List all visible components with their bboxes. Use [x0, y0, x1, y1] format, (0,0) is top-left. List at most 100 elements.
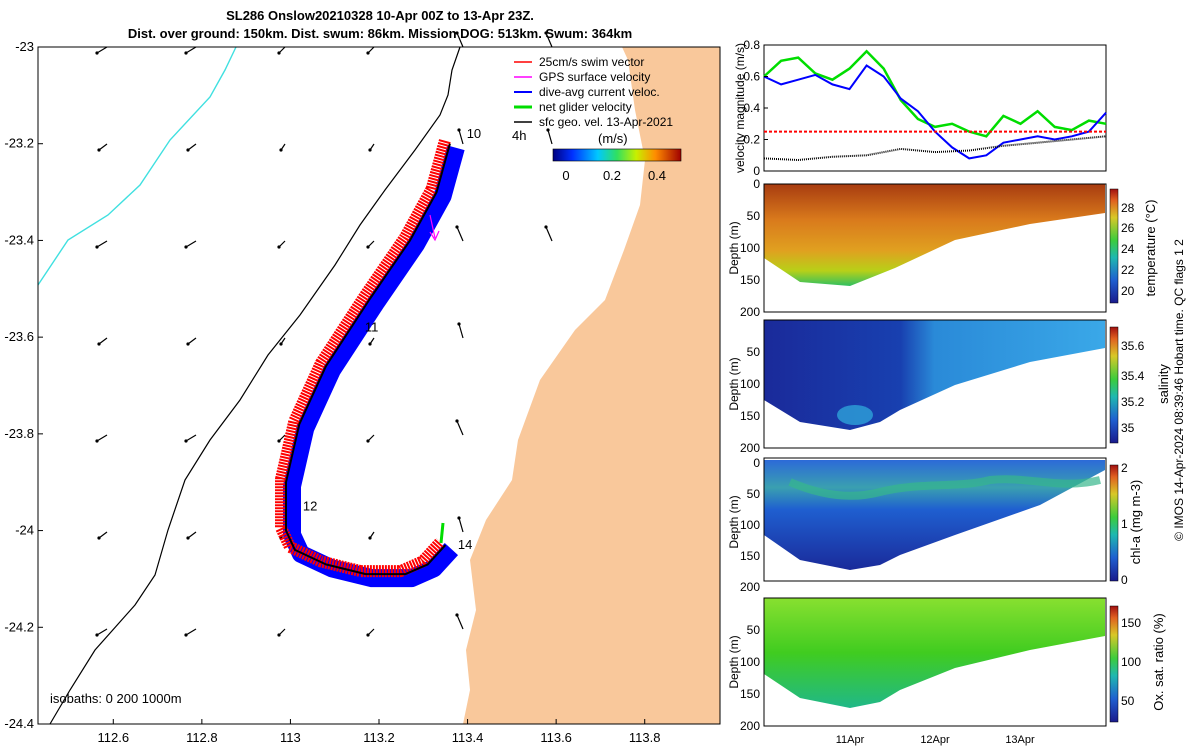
surface-velocity-arrow: [187, 337, 197, 345]
surface-velocity-arrow: [98, 143, 108, 151]
velocity-y-ticks: 0 0.2 0.4 0.6 0.8: [743, 38, 768, 178]
chlorophyll-y-tick-50: 50: [747, 487, 761, 501]
temperature-axes-frame: [763, 183, 1107, 313]
oxygen-y-tick-50: 50: [747, 623, 761, 637]
salinity-y-tick-150: 150: [740, 409, 760, 423]
salinity-cb-tick-35-6: 35.6: [1121, 339, 1145, 353]
salinity-section-fill: [764, 320, 1105, 430]
velocity-series-net-glider-velocity: [763, 49, 1107, 138]
map-x-tick-label: 113.8: [629, 730, 661, 745]
oxygen-section-panel: Depth (m) 50 100 150 200 50 100 150 Ox. …: [727, 597, 1166, 746]
day-marker-label: 12: [303, 498, 317, 513]
map-x-tick-label: 113.2: [363, 730, 395, 745]
colorbar-tick-2: 0.4: [648, 168, 666, 183]
surface-velocity-arrow-head: [95, 51, 99, 55]
surface-velocity-arrow-head: [279, 342, 283, 346]
surface-velocity-arrow-head: [184, 633, 188, 637]
temperature-section-panel: Depth (m) 0 50 100 150 200 20 22 24 26 2…: [727, 177, 1158, 319]
surface-velocity-arrow: [545, 226, 553, 242]
surface-velocity-arrow: [187, 143, 197, 151]
surface-velocity-arrow-head: [544, 225, 548, 229]
surface-velocity-arrow-head: [184, 51, 188, 55]
salinity-colorbar: [1109, 326, 1119, 444]
surface-velocity-arrow-head: [366, 633, 370, 637]
chlorophyll-section-panel: Depth (m) 0 50 100 150 200 0 1 2 chl-a (…: [727, 456, 1143, 594]
salinity-cb-tick-35-4: 35.4: [1121, 369, 1145, 383]
surface-velocity-arrow-head: [186, 342, 190, 346]
chlorophyll-cb-tick-1: 1: [1121, 517, 1128, 531]
velocity-y-tick-label: 0.6: [743, 70, 760, 84]
surface-velocity-arrow: [456, 32, 464, 48]
temperature-cb-tick-28: 28: [1121, 201, 1135, 215]
oxygen-y-tick-100: 100: [740, 655, 760, 669]
salinity-colorbar-label: salinity: [1156, 364, 1171, 404]
isobath-label: isobaths: 0 200 1000m: [50, 691, 182, 706]
surface-velocity-arrow: [98, 531, 108, 539]
surface-velocity-arrow-head: [95, 439, 99, 443]
surface-velocity-arrow: [185, 46, 197, 54]
legend-label-swim: 25cm/s swim vector: [539, 55, 644, 69]
surface-velocity-arrow: [185, 628, 197, 636]
surface-velocity-arrow-head: [455, 31, 459, 35]
gps-arrow-head: [429, 230, 440, 242]
surface-velocity-arrow-head: [97, 342, 101, 346]
surface-velocity-arrow: [185, 240, 197, 248]
dive-avg-current-band: [283, 145, 465, 588]
isobath-200m: [49, 46, 461, 725]
surface-velocity-arrow-head: [279, 148, 283, 152]
map-y-tick-label: -24.4: [4, 716, 34, 731]
map-panel: 112.6 112.8 113 113.2 113.4 113.6 113.8 -23 -23.…: [4, 31, 721, 745]
surface-velocity-arrow-head: [277, 51, 281, 55]
surface-velocity-arrow-head: [366, 51, 370, 55]
chlorophyll-max-layer: [788, 475, 1101, 500]
swim-vector-band: [275, 139, 451, 578]
salinity-y-tick-200: 200: [740, 441, 760, 455]
colorbar-tick-0: 0: [562, 168, 569, 183]
map-x-tick-label: 113.4: [452, 730, 484, 745]
salinity-y-tick-100: 100: [740, 377, 760, 391]
surface-velocity-arrow-head: [455, 419, 459, 423]
salinity-y-tick-50: 50: [747, 345, 761, 359]
temperature-y-tick-0: 0: [753, 177, 760, 191]
surface-velocity-arrow-head: [368, 148, 372, 152]
day-marker-label: 11: [365, 319, 379, 334]
oxygen-y-tick-150: 150: [740, 687, 760, 701]
surface-velocity-arrow-head: [184, 245, 188, 249]
oxygen-colorbar-label: Ox. sat. ratio (%): [1151, 613, 1166, 711]
salinity-high-patch: [837, 405, 873, 425]
salinity-cb-tick-35: 35: [1121, 421, 1135, 435]
chlorophyll-y-tick-150: 150: [740, 549, 760, 563]
surface-velocity-arrow: [98, 337, 108, 345]
legend-label-gps: GPS surface velocity: [539, 70, 650, 84]
chart-title-line-1: SL286 Onslow20210328 10-Apr 00Z to 13-Ap…: [226, 8, 534, 23]
salinity-section-panel: Depth (m) 50 100 150 200 35 35.2 35.4 35…: [727, 319, 1171, 455]
surface-velocity-arrow-head: [455, 225, 459, 229]
glider-track: [275, 139, 465, 588]
temperature-y-tick-100: 100: [740, 241, 760, 255]
map-y-tick-label: -24.2: [4, 619, 34, 634]
map-y-tick-label: -23.6: [4, 329, 34, 344]
surface-velocity-arrow: [456, 614, 464, 630]
surface-velocity-arrow-head: [457, 128, 461, 132]
velocity-y-label: velocity magnitude (m/s): [733, 43, 747, 173]
temperature-colorbar-label: temperature (°C): [1143, 200, 1158, 297]
map-x-tick-label: 113: [280, 730, 301, 745]
surface-velocity-arrow-head: [97, 536, 101, 540]
surface-velocity-arrow-head: [186, 148, 190, 152]
temperature-cb-tick-24: 24: [1121, 242, 1135, 256]
colorbar-interval-label: 4h: [512, 128, 526, 143]
map-y-tick-label: -23.4: [4, 232, 34, 247]
surface-velocity-arrow-head: [457, 322, 461, 326]
imos-copyright-note: © IMOS 14-Apr-2024 08:39:46 Hobart time.…: [1172, 239, 1186, 541]
map-y-tick-label: -23.8: [4, 426, 34, 441]
time-tick-11apr: 11Apr: [836, 734, 865, 746]
surface-velocity-arrow: [187, 531, 197, 539]
day-marker-label: 14: [458, 537, 472, 552]
surface-velocity-arrow-head: [277, 439, 281, 443]
surface-velocity-arrow-head: [95, 245, 99, 249]
chlorophyll-cb-tick-2: 2: [1121, 461, 1128, 475]
chlorophyll-y-label: Depth (m): [727, 495, 741, 548]
net-glider-velocity-arrow: [439, 522, 445, 544]
chlorophyll-colorbar-label: chl-a (mg m-3): [1128, 480, 1143, 565]
map-x-tick-label: 112.8: [186, 730, 218, 745]
